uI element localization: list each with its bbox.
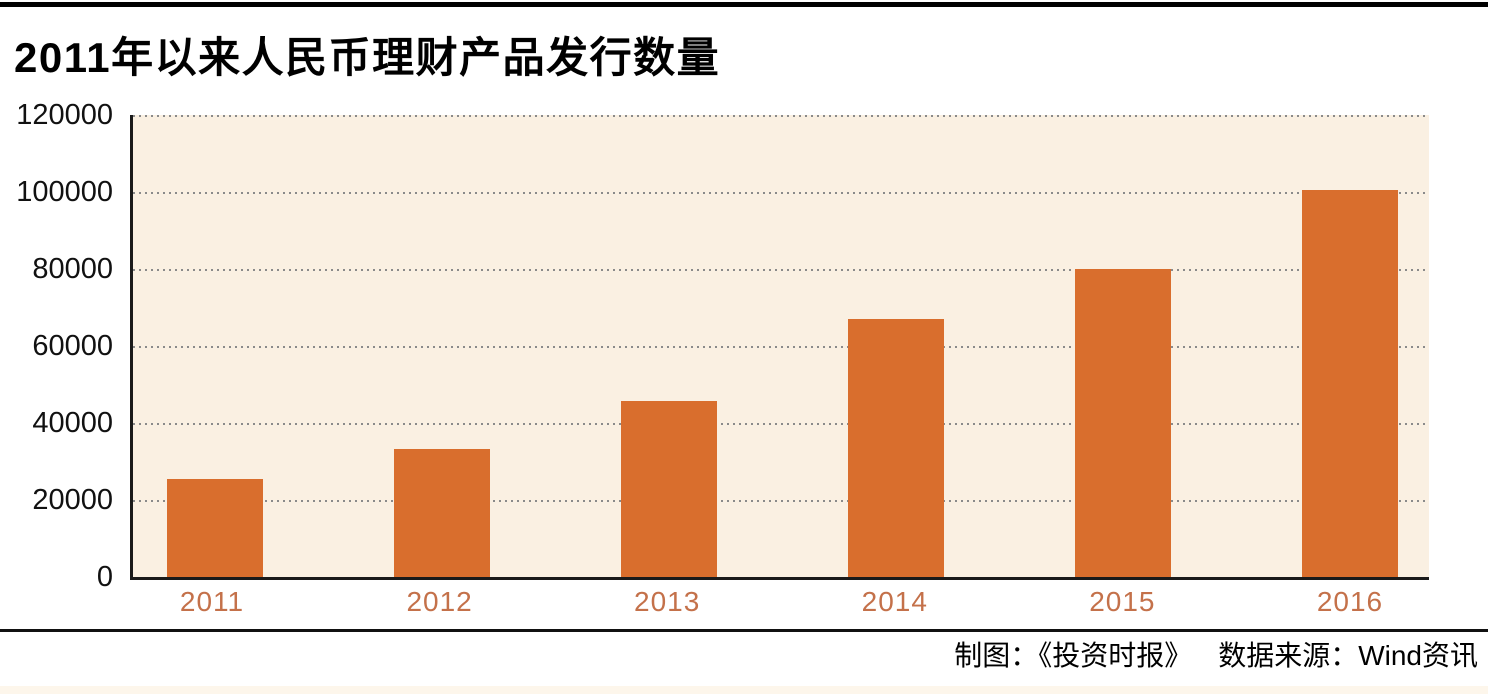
gridline-60000 [133, 346, 1429, 348]
bar-2016 [1302, 190, 1398, 577]
x-tick-label-2016: 2016 [1316, 586, 1384, 617]
chart-title: 2011年以来人民币理财产品发行数量 [14, 34, 721, 81]
x-tick-label-2012: 2012 [406, 586, 473, 617]
bar-2012 [394, 448, 490, 577]
x-axis-tick-labels: 2011 2012 2013 2014 2015 2016 [130, 586, 1429, 618]
y-tick-label-60000: 60000 [32, 330, 113, 362]
x-tick-label-2014: 2014 [861, 586, 928, 617]
bar-2015 [1075, 269, 1171, 577]
gridline-120000 [133, 115, 1429, 117]
bar-2013 [621, 400, 717, 577]
y-tick-label-40000: 40000 [32, 407, 113, 439]
x-tick-label-2015: 2015 [1089, 586, 1156, 617]
plot-area [130, 115, 1429, 580]
y-tick-label-80000: 80000 [32, 253, 113, 285]
y-tick-label-120000: 120000 [16, 99, 113, 131]
y-tick-label-0: 0 [96, 561, 113, 593]
footer-divider-line [0, 629, 1488, 632]
y-axis-tick-labels: 0 20000 40000 60000 80000 100000 120000 [0, 100, 113, 592]
x-tick-label-2013: 2013 [634, 586, 701, 617]
x-tick-label-2011: 2011 [179, 586, 245, 617]
bar-2011 [167, 478, 263, 577]
gridline-20000 [133, 500, 1429, 502]
data-source-label: 数据来源：Wind资讯 [1218, 640, 1478, 671]
y-tick-label-20000: 20000 [32, 484, 113, 516]
y-tick-label-100000: 100000 [16, 176, 113, 208]
gridline-100000 [133, 192, 1429, 194]
credit-label: 制图：《投资时报》 [954, 640, 1193, 671]
gridline-80000 [133, 269, 1429, 271]
bar-series [133, 115, 1429, 577]
bottom-accent-strip [0, 686, 1488, 694]
gridline-40000 [133, 423, 1429, 425]
footer: 制图：《投资时报》 数据来源：Wind资讯 [954, 638, 1478, 671]
bar-2014 [848, 319, 944, 577]
top-accent-bar [0, 2, 1488, 7]
